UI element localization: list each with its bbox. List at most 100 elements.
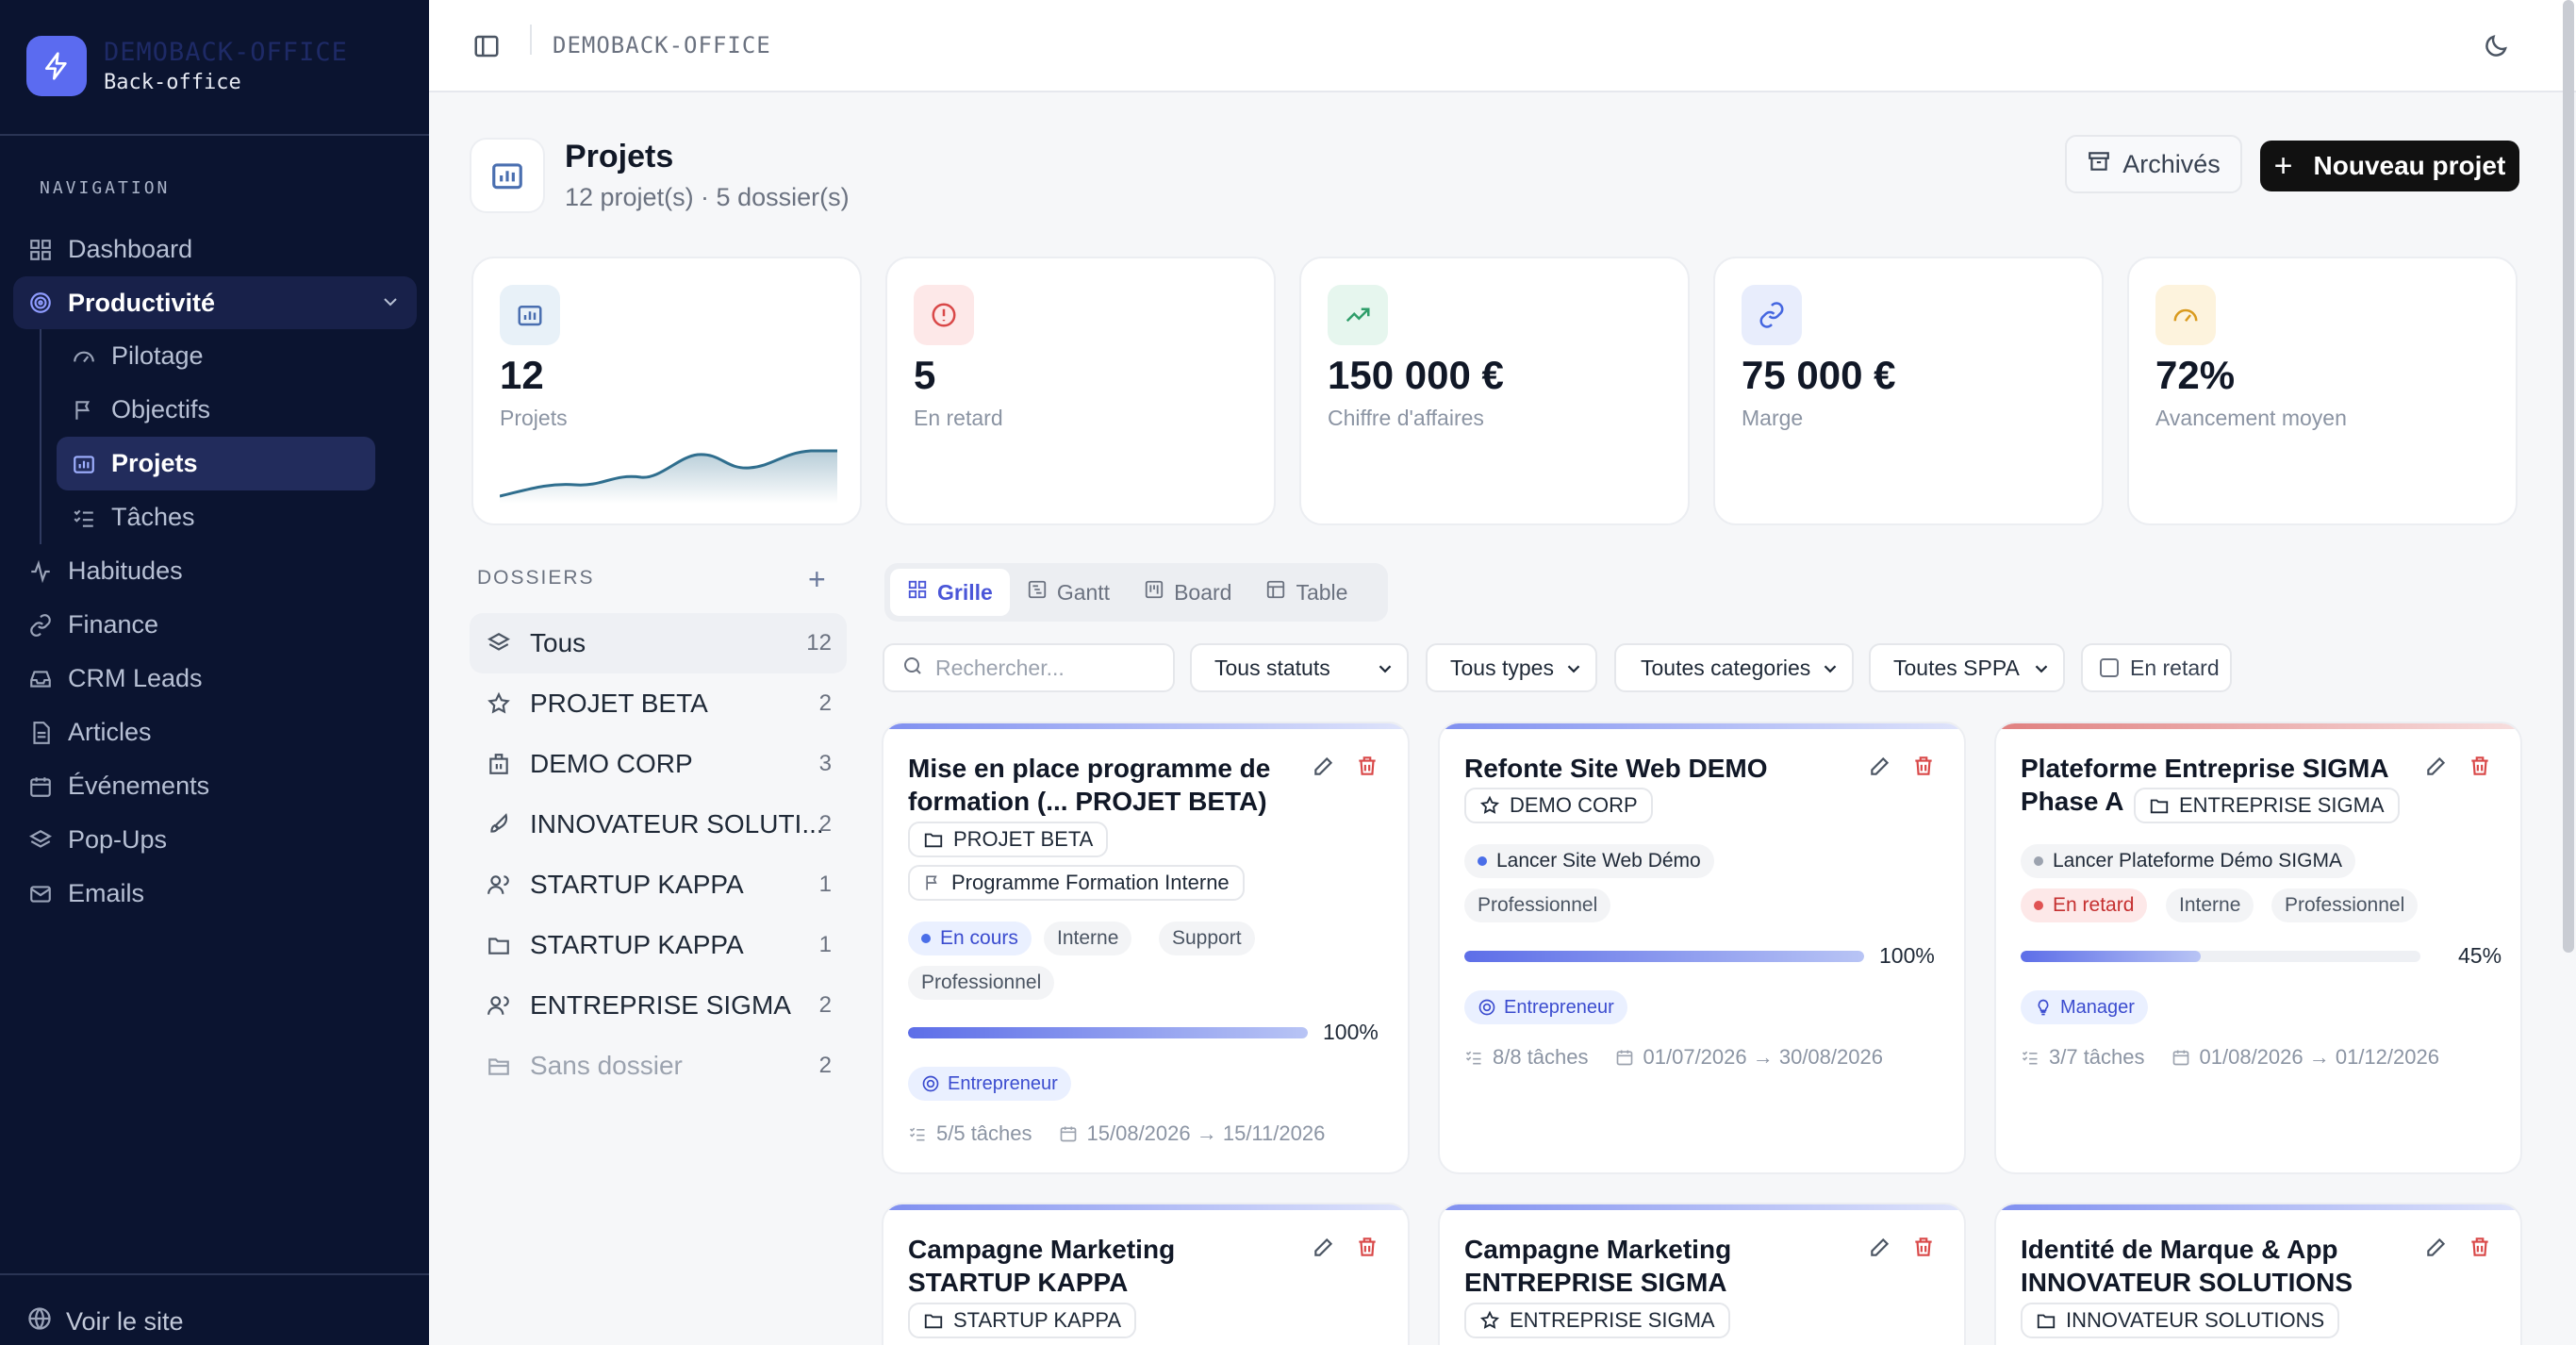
progress-bar: [1464, 951, 1864, 962]
stat-label: Avancement moyen: [2155, 406, 2347, 430]
sidebar-item-habitudes[interactable]: Habitudes: [13, 544, 417, 598]
trash-icon[interactable]: [2468, 754, 2492, 783]
page-subtitle: 12 projet(s) · 5 dossier(s): [565, 183, 850, 211]
trash-icon[interactable]: [2468, 1235, 2492, 1264]
brand[interactable]: DEMOBACK-OFFICE Back-office: [26, 36, 348, 96]
folder-chart-icon: [70, 450, 98, 478]
sidebar-item-dashboard[interactable]: Dashboard: [13, 223, 417, 276]
dossier-name: Sans dossier: [530, 1051, 683, 1080]
divider: [0, 134, 429, 136]
view-site-link[interactable]: Voir le site: [26, 1305, 184, 1338]
category-filter[interactable]: Toutes categories: [1614, 643, 1854, 692]
archived-button[interactable]: Archivés: [2065, 135, 2242, 193]
chevron-down-icon: [1820, 658, 1841, 685]
scrollbar[interactable]: [2563, 0, 2574, 953]
folder-chip[interactable]: STARTUP KAPPA: [908, 1303, 1137, 1338]
layers-icon: [487, 631, 515, 656]
folder-chip[interactable]: INNOVATEUR SOLUTIONS: [2021, 1303, 2340, 1338]
project-card[interactable]: Campagne Marketing ENTREPRISE SIGMA ENTR…: [1438, 1203, 1966, 1345]
gantt-icon: [1027, 579, 1048, 606]
checkbox[interactable]: [2100, 658, 2119, 677]
sidebar-item-evenements[interactable]: Événements: [13, 759, 417, 813]
sidebar-item-objectifs[interactable]: Objectifs: [57, 383, 417, 437]
gauge-icon: [70, 342, 98, 371]
pencil-icon[interactable]: [2424, 754, 2449, 783]
pencil-icon[interactable]: [1312, 1235, 1336, 1264]
trash-icon[interactable]: [1911, 754, 1936, 783]
dossier-count: 2: [818, 690, 832, 716]
role-badge: Entrepreneur: [908, 1067, 1071, 1101]
sidebar-item-projets[interactable]: Projets: [57, 437, 375, 490]
project-title: Campagne Marketing ENTREPRISE SIGMA: [1464, 1235, 1732, 1297]
dossier-item[interactable]: STARTUP KAPPA 1: [470, 855, 847, 915]
folder-chip[interactable]: DEMO CORP: [1464, 788, 1653, 823]
card-actions: [1293, 1235, 1379, 1264]
dossier-item[interactable]: DEMO CORP 3: [470, 734, 847, 794]
dossier-item[interactable]: PROJET BETA 2: [470, 673, 847, 734]
dossier-item[interactable]: STARTUP KAPPA 1: [470, 915, 847, 975]
status-filter[interactable]: Tous statuts: [1190, 643, 1409, 692]
search-box[interactable]: [883, 643, 1175, 692]
trash-icon[interactable]: [1355, 1235, 1379, 1264]
sidebar-item-emails[interactable]: Emails: [13, 867, 417, 921]
sidebar-item-popups[interactable]: Pop-Ups: [13, 813, 417, 867]
building-icon: [487, 752, 515, 776]
dossier-item-sans-dossier[interactable]: Sans dossier 2: [470, 1036, 847, 1096]
calendar-icon: [1615, 1048, 1634, 1067]
checklist-icon: [908, 1124, 927, 1143]
folder-chip[interactable]: PROJET BETA: [908, 822, 1109, 857]
folder-chip[interactable]: ENTREPRISE SIGMA: [2134, 788, 2400, 823]
project-card[interactable]: Plateforme Entreprise SIGMA Phase A ENTR…: [1994, 722, 2522, 1174]
card-meta: 8/8 tâches 01/07/2026 → 30/08/2026: [1464, 1045, 1883, 1070]
dossier-item-tous[interactable]: Tous 12: [470, 613, 847, 673]
sidebar-item-articles[interactable]: Articles: [13, 706, 417, 759]
project-card[interactable]: Identité de Marque & App INNOVATEUR SOLU…: [1994, 1203, 2522, 1345]
sidebar-item-label: Articles: [68, 718, 152, 746]
trash-icon[interactable]: [1911, 1235, 1936, 1264]
sidebar-item-pilotage[interactable]: Pilotage: [57, 329, 417, 383]
tab-label: Grille: [937, 579, 993, 605]
dossier-item[interactable]: ENTREPRISE SIGMA 2: [470, 975, 847, 1036]
sidebar-item-crm[interactable]: CRM Leads: [13, 652, 417, 706]
sidebar-item-productivite[interactable]: Productivité: [13, 276, 417, 329]
stat-value: 12: [500, 353, 544, 397]
sidebar-toggle-icon[interactable]: [472, 32, 501, 65]
pencil-icon[interactable]: [1868, 754, 1892, 783]
document-icon: [26, 719, 55, 747]
moon-icon[interactable]: [2482, 32, 2510, 65]
globe-icon: [26, 1305, 53, 1338]
tab-board[interactable]: Board: [1127, 569, 1248, 616]
project-card[interactable]: Campagne Marketing STARTUP KAPPA STARTUP…: [882, 1203, 1410, 1345]
mail-icon: [26, 880, 55, 908]
tab-gantt[interactable]: Gantt: [1010, 569, 1127, 616]
type-filter[interactable]: Tous types: [1426, 643, 1597, 692]
project-card[interactable]: Refonte Site Web DEMO CORP DEMO CORP Lan…: [1438, 722, 1966, 1174]
sidebar-item-finance[interactable]: Finance: [13, 598, 417, 652]
objective-chip[interactable]: Programme Formation Interne: [908, 865, 1245, 901]
stat-label: Marge: [1742, 406, 1804, 430]
project-card[interactable]: Mise en place programme de formation (..…: [882, 722, 1410, 1174]
sparkline: [500, 449, 837, 504]
pencil-icon[interactable]: [2424, 1235, 2449, 1264]
tab-label: Table: [1296, 579, 1348, 605]
tab-table[interactable]: Table: [1248, 569, 1364, 616]
divider: [530, 25, 532, 55]
new-project-button[interactable]: + Nouveau projet: [2260, 141, 2519, 191]
objective-badge: Lancer Plateforme Démo SIGMA: [2021, 844, 2355, 878]
trash-icon[interactable]: [1355, 754, 1379, 783]
sppa-filter[interactable]: Toutes SPPA: [1869, 643, 2065, 692]
tab-grille[interactable]: Grille: [890, 569, 1010, 616]
search-input[interactable]: [935, 655, 1152, 681]
folder-chip[interactable]: ENTREPRISE SIGMA: [1464, 1303, 1730, 1338]
dossier-count: 1: [818, 872, 832, 897]
dossier-item[interactable]: INNOVATEUR SOLUTI... 2: [470, 794, 847, 855]
card-accent: [1996, 1204, 2520, 1210]
add-dossier-button[interactable]: +: [808, 562, 826, 596]
sidebar-item-taches[interactable]: Tâches: [57, 490, 417, 544]
pencil-icon[interactable]: [1312, 754, 1336, 783]
table-icon: [1265, 579, 1286, 606]
card-accent: [883, 1204, 1408, 1210]
pencil-icon[interactable]: [1868, 1235, 1892, 1264]
late-filter-checkbox[interactable]: En retard: [2081, 643, 2232, 692]
archived-label: Archivés: [2122, 149, 2221, 178]
